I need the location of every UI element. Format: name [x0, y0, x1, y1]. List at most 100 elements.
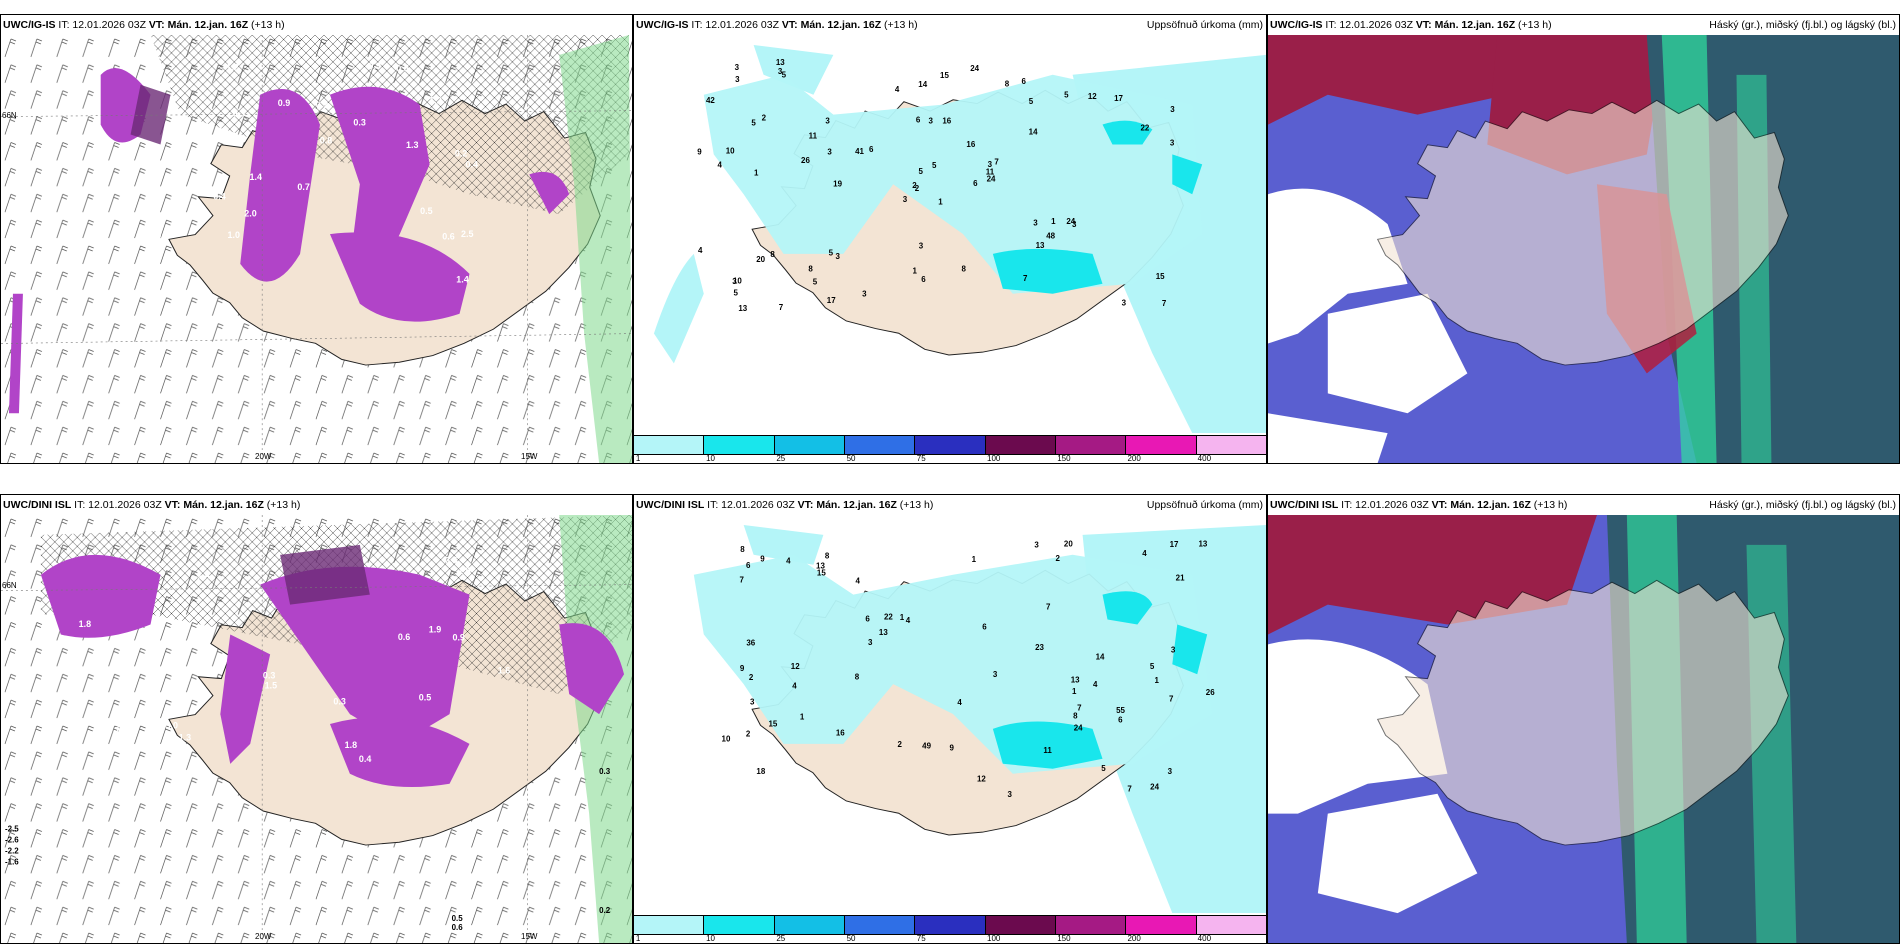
- value-label: 5: [1150, 662, 1155, 671]
- value-label: 2.5: [461, 229, 473, 239]
- value-label: 8: [1073, 711, 1078, 720]
- scale-ticks: 1 10 25 50 75 100 150 200 400: [634, 454, 1266, 463]
- value-label: 3: [862, 289, 867, 298]
- value-label: 3: [1008, 790, 1013, 799]
- cloud-map[interactable]: [1268, 515, 1899, 943]
- scale-swatch: [704, 436, 775, 454]
- lon-label-20w: 20W: [255, 932, 272, 941]
- value-label: 0.9: [316, 100, 328, 110]
- value-label: 14: [1096, 652, 1105, 661]
- value-label: 0.8: [320, 136, 332, 146]
- wind-map[interactable]: 0.4 1.4 3.0 2.3 1.9 1.8 1.6 0.7 1.5 1.3 2.2 1.8 0.3 0…: [1, 515, 632, 943]
- value-label: 0.6: [398, 632, 410, 642]
- value-label: 8: [962, 265, 967, 274]
- value-label: 7: [994, 158, 999, 167]
- field-title: Uppsöfnuð úrkoma (mm): [1146, 499, 1263, 511]
- precip-map[interactable]: 1 1 18 8 4 5 2 2 6 3 7 9 6 3 2 3 4 3 1 1 13 4 3 7 3 13 7 2 15 14 12 11 1…: [634, 515, 1266, 913]
- value-label: 2.0: [149, 231, 161, 241]
- valid-label: VT:: [1415, 19, 1432, 31]
- value-label: 26: [1206, 688, 1215, 697]
- value-label: 8: [825, 551, 830, 560]
- value-label: 23: [1035, 643, 1044, 652]
- value-label: 2: [915, 184, 920, 193]
- value-label: 15: [817, 569, 826, 578]
- value-label: 5: [733, 288, 738, 297]
- panel-header: UWC/IG-IS IT: 12.01.2026 03Z VT: Mán. 12…: [634, 15, 1266, 35]
- value-label: 1.4: [250, 172, 262, 182]
- value-label: 17: [827, 296, 836, 305]
- scale-swatch: [844, 916, 916, 934]
- value-label: 22: [884, 613, 893, 622]
- value-label: 20: [1064, 539, 1073, 548]
- field-title: Háský (gr.), miðský (fj.bl.) og lágský (…: [1709, 499, 1896, 511]
- value-label: 1.2: [429, 96, 441, 106]
- value-label: 2: [912, 181, 917, 190]
- scale-swatch: [1055, 916, 1127, 934]
- value-label: 7: [1127, 785, 1132, 794]
- value-label: 7: [740, 576, 745, 585]
- value-label: 0.7: [297, 182, 309, 192]
- value-label: 1: [754, 168, 759, 177]
- model-name: UWC/DINI ISL: [1270, 499, 1339, 511]
- scale-tick-label: 25: [776, 454, 786, 463]
- scale-tick-label: 150: [1057, 934, 1071, 943]
- value-label: 1.5: [458, 566, 470, 576]
- wind-map[interactable]: 0.3 0.2 0.3 0.4 1.4 2.5 2.0 0.9 0.6 1.2 1.4 0.5 1.3 1…: [1, 35, 632, 463]
- value-label: 13: [816, 561, 825, 570]
- valid-time: Mán. 12.jan. 16Z: [1434, 19, 1516, 31]
- value-label: 26: [801, 156, 810, 165]
- value-label: 9: [760, 555, 765, 564]
- valid-time: Mán. 12.jan. 16Z: [816, 499, 897, 511]
- edge-value-label: -2.2: [5, 846, 19, 855]
- scale-swatch: [774, 436, 845, 454]
- value-label: 3: [868, 638, 873, 647]
- model-name: UWC/DINI ISL: [636, 499, 705, 511]
- value-label: 16: [836, 728, 845, 737]
- value-label: 0.5: [396, 63, 408, 73]
- value-label: 4: [895, 85, 900, 94]
- valid-label: VT:: [797, 499, 814, 511]
- value-label: 4: [906, 616, 911, 625]
- value-label: 4: [786, 556, 791, 565]
- scale-tick-label: 400: [1197, 934, 1212, 943]
- field-title: Uppsöfnuð úrkoma (mm): [1146, 19, 1263, 31]
- lon-label-15w: 15W: [521, 452, 538, 461]
- scale-swatch: [1126, 916, 1197, 934]
- value-label: 0.9: [369, 61, 381, 71]
- scale-tick-label: 50: [846, 934, 856, 943]
- value-label: 11: [1043, 746, 1052, 755]
- lead-time: (+13 h): [266, 499, 301, 511]
- value-label: 8: [808, 264, 813, 273]
- scale-swatch: [1055, 436, 1127, 454]
- edge-value-label: 0.5: [452, 914, 464, 923]
- value-label: 4: [1093, 680, 1098, 689]
- valid-time: Mán. 12.jan. 16Z: [1450, 499, 1531, 511]
- cloud-map[interactable]: [1268, 35, 1899, 463]
- init-time: IT: 12.01.2026 03Z: [58, 19, 146, 31]
- value-label: 3: [827, 147, 832, 156]
- value-label: 0.6: [442, 232, 454, 242]
- lon-label-15w: 15W: [521, 932, 538, 941]
- scale-tick-label: 1: [635, 454, 641, 463]
- valid-label: VT:: [164, 499, 181, 511]
- value-label: 6: [973, 179, 978, 188]
- valid-time: Mán. 12.jan. 16Z: [183, 499, 264, 511]
- value-label: 4: [855, 576, 860, 585]
- value-label: 4: [718, 160, 723, 169]
- edge-value-label: -2.6: [5, 835, 19, 844]
- lon-label-20w: 20W: [255, 452, 272, 461]
- lead-time: (+13 h): [251, 19, 285, 31]
- value-label: 1.8: [345, 740, 357, 750]
- value-label: 1.3: [406, 140, 418, 150]
- value-label: 5: [1029, 97, 1034, 106]
- lat-label-66n: 66N: [2, 111, 17, 120]
- precip-map[interactable]: 1 5 2 10 3 3 6 16 5 6 5 7 1 3 3 14 7 6 16 8 6 5 5 3 7 3 2 14 4 3 3 2 1 5 3…: [634, 35, 1266, 433]
- valid-time: Mán. 12.jan. 16Z: [167, 19, 249, 31]
- value-label: 13: [1036, 241, 1045, 250]
- value-label: 17: [1170, 540, 1179, 549]
- value-label: 1.6: [498, 666, 510, 676]
- value-label: 0.4: [359, 754, 371, 764]
- scale-swatch: [915, 916, 986, 934]
- lead-time: (+13 h): [1533, 499, 1568, 511]
- scale-swatch: [844, 436, 916, 454]
